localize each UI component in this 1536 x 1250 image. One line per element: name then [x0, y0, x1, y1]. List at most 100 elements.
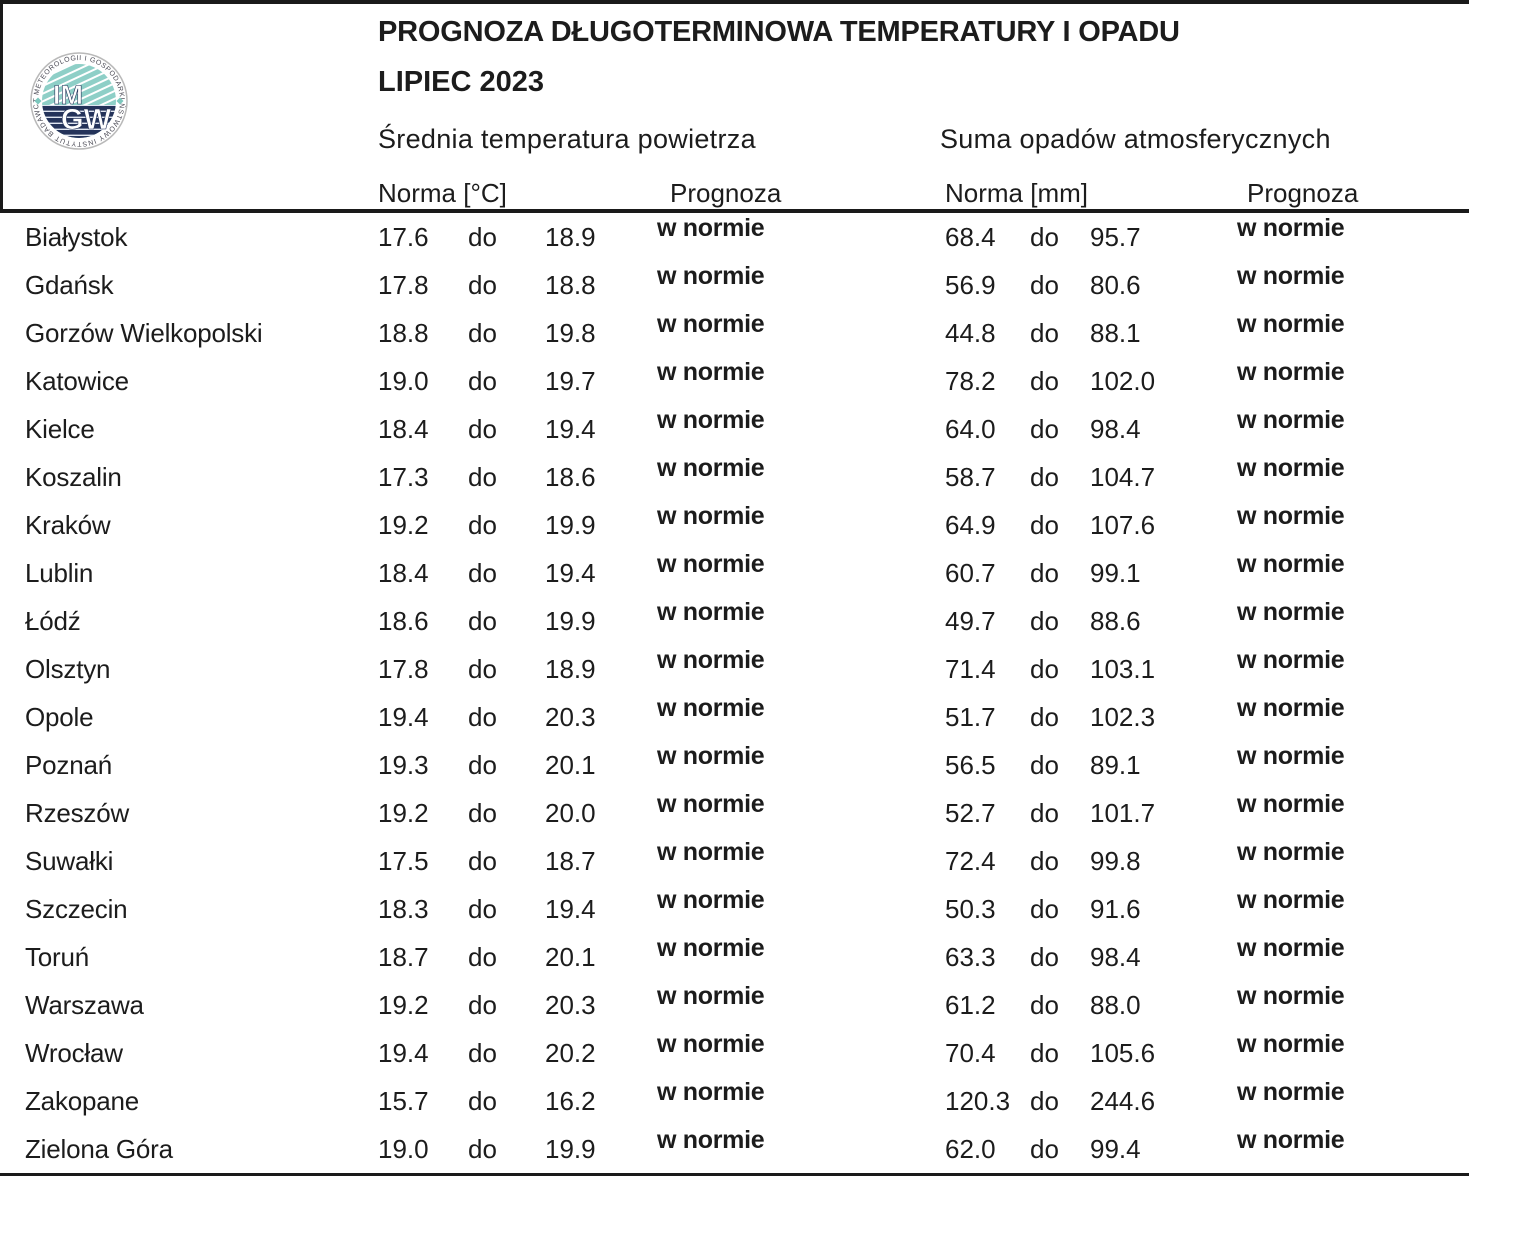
- temp-norm-min: 17.5: [378, 846, 429, 876]
- table-row: Warszawa 19.2 do 20.3 w normie 61.2 do 8…: [0, 981, 1536, 1029]
- temp-norm-min: 18.4: [378, 414, 429, 444]
- precip-range-separator: do: [1030, 270, 1059, 300]
- temperature-group-header: Średnia temperatura powietrza: [378, 124, 756, 154]
- temp-forecast-value: w normie: [657, 694, 765, 722]
- temp-norm-min: 19.2: [378, 510, 429, 540]
- temp-forecast-value: w normie: [657, 406, 765, 434]
- temp-norm-max: 20.3: [545, 990, 596, 1020]
- temp-norm-max: 20.1: [545, 750, 596, 780]
- city-name: Kielce: [25, 414, 95, 444]
- temp-norm-max: 20.2: [545, 1038, 596, 1068]
- city-name: Opole: [25, 702, 94, 732]
- temp-forecast-value: w normie: [657, 598, 765, 626]
- table-row: Katowice 19.0 do 19.7 w normie 78.2 do 1…: [0, 357, 1536, 405]
- temp-norm-max: 19.8: [545, 318, 596, 348]
- precip-range-separator: do: [1030, 222, 1059, 252]
- precip-forecast-value: w normie: [1237, 598, 1345, 626]
- precip-range-separator: do: [1030, 510, 1059, 540]
- city-name: Białystok: [25, 222, 128, 252]
- temp-norm-min: 18.4: [378, 558, 429, 588]
- temp-forecast-value: w normie: [657, 838, 765, 866]
- precip-forecast-value: w normie: [1237, 550, 1345, 578]
- temp-forecast-value: w normie: [657, 1078, 765, 1106]
- precip-range-separator: do: [1030, 798, 1059, 828]
- precip-norm-max: 91.6: [1090, 894, 1141, 924]
- imgw-logo: INSTYTUT METEOROLOGII I GOSPODARKI WODNE…: [30, 52, 128, 150]
- precip-norm-max: 103.1: [1090, 654, 1156, 684]
- precip-range-separator: do: [1030, 942, 1059, 972]
- temp-range-separator: do: [468, 606, 497, 636]
- temp-norm-max: 19.9: [545, 1134, 596, 1164]
- city-name: Szczecin: [25, 894, 128, 924]
- city-name: Zakopane: [25, 1086, 140, 1116]
- temp-range-separator: do: [468, 990, 497, 1020]
- precip-range-separator: do: [1030, 1038, 1059, 1068]
- precip-range-separator: do: [1030, 366, 1059, 396]
- table-row: Poznań 19.3 do 20.1 w normie 56.5 do 89.…: [0, 741, 1536, 789]
- temp-forecast-value: w normie: [657, 982, 765, 1010]
- precip-norm-min: 52.7: [945, 798, 996, 828]
- table-body: Białystok 17.6 do 18.9 w normie 68.4 do …: [0, 213, 1536, 1173]
- temp-forecast-value: w normie: [657, 1030, 765, 1058]
- precip-norm-max: 88.6: [1090, 606, 1141, 636]
- temp-forecast-value: w normie: [657, 502, 765, 530]
- precip-forecast-value: w normie: [1237, 1030, 1345, 1058]
- precipitation-group-header: Suma opadów atmosferycznych: [940, 124, 1331, 154]
- city-name: Zielona Góra: [25, 1134, 173, 1164]
- temp-norm-max: 19.7: [545, 366, 596, 396]
- temp-forecast-value: w normie: [657, 214, 765, 242]
- table-row: Białystok 17.6 do 18.9 w normie 68.4 do …: [0, 213, 1536, 261]
- temp-forecast-value: w normie: [657, 1126, 765, 1154]
- temp-norm-max: 20.1: [545, 942, 596, 972]
- header-separator-line: [0, 209, 1469, 213]
- precip-norm-max: 99.8: [1090, 846, 1141, 876]
- precip-norm-min: 61.2: [945, 990, 996, 1020]
- temp-range-separator: do: [468, 942, 497, 972]
- precip-forecast-value: w normie: [1237, 454, 1345, 482]
- temp-range-separator: do: [468, 894, 497, 924]
- temp-forecast-value: w normie: [657, 454, 765, 482]
- temp-norm-max: 18.9: [545, 654, 596, 684]
- precip-range-separator: do: [1030, 462, 1059, 492]
- temp-norm-max: 18.9: [545, 222, 596, 252]
- precip-forecast-value: w normie: [1237, 838, 1345, 866]
- precip-norm-min: 68.4: [945, 222, 996, 252]
- table-row: Zakopane 15.7 do 16.2 w normie 120.3 do …: [0, 1077, 1536, 1125]
- precip-forecast-value: w normie: [1237, 790, 1345, 818]
- temp-forecast-value: w normie: [657, 742, 765, 770]
- precip-forecast-value: w normie: [1237, 1126, 1345, 1154]
- precip-norm-max: 98.4: [1090, 942, 1141, 972]
- temp-norm-min: 18.7: [378, 942, 429, 972]
- bottom-border-line: [0, 1173, 1469, 1176]
- precip-range-separator: do: [1030, 414, 1059, 444]
- city-name: Warszawa: [25, 990, 144, 1020]
- precip-forecast-value: w normie: [1237, 502, 1345, 530]
- precip-range-separator: do: [1030, 990, 1059, 1020]
- table-row: Toruń 18.7 do 20.1 w normie 63.3 do 98.4…: [0, 933, 1536, 981]
- temp-norm-max: 18.6: [545, 462, 596, 492]
- city-name: Gdańsk: [25, 270, 114, 300]
- precip-norm-min: 71.4: [945, 654, 996, 684]
- temp-norm-max: 18.8: [545, 270, 596, 300]
- temp-norm-min: 18.8: [378, 318, 429, 348]
- temp-norm-max: 18.7: [545, 846, 596, 876]
- precip-norm-max: 104.7: [1090, 462, 1156, 492]
- precip-norm-max: 102.0: [1090, 366, 1156, 396]
- logo-monogram-im: IM: [53, 80, 83, 110]
- precip-norm-max: 101.7: [1090, 798, 1156, 828]
- temp-norm-max: 20.0: [545, 798, 596, 828]
- temp-forecast-column-header: Prognoza: [670, 178, 782, 208]
- temp-forecast-value: w normie: [657, 886, 765, 914]
- precip-norm-max: 98.4: [1090, 414, 1141, 444]
- precip-range-separator: do: [1030, 702, 1059, 732]
- table-row: Wrocław 19.4 do 20.2 w normie 70.4 do 10…: [0, 1029, 1536, 1077]
- precip-range-separator: do: [1030, 318, 1059, 348]
- temp-norm-min: 19.4: [378, 702, 429, 732]
- page-title: PROGNOZA DŁUGOTERMINOWA TEMPERATURY I OP…: [378, 16, 1180, 48]
- temp-norm-min: 19.0: [378, 1134, 429, 1164]
- temp-norm-max: 19.4: [545, 414, 596, 444]
- table-row: Suwałki 17.5 do 18.7 w normie 72.4 do 99…: [0, 837, 1536, 885]
- temp-norm-min: 17.3: [378, 462, 429, 492]
- table-row: Rzeszów 19.2 do 20.0 w normie 52.7 do 10…: [0, 789, 1536, 837]
